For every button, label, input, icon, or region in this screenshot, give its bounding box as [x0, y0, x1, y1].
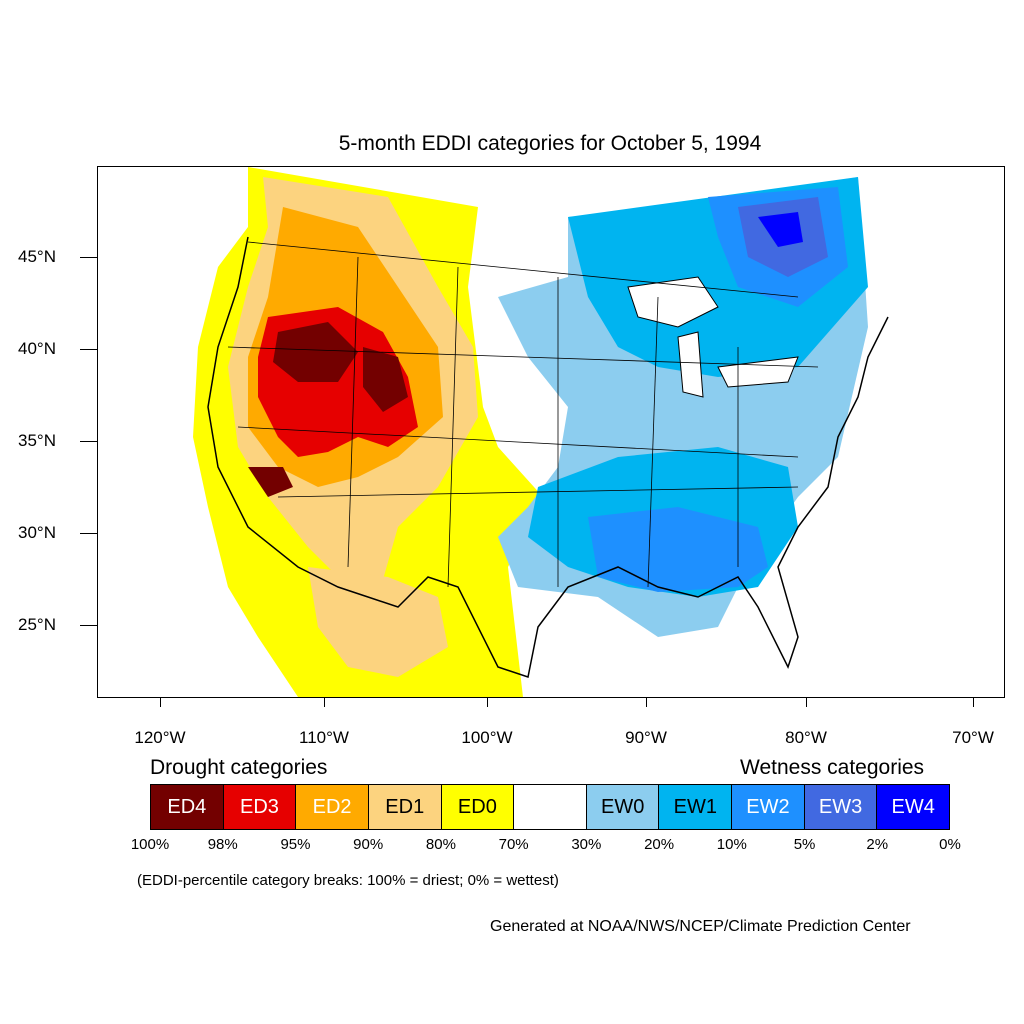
wet-region-ew2: [588, 187, 848, 592]
legend-cell-ew2: EW2: [732, 785, 805, 829]
lon-tick: [806, 697, 807, 707]
legend-cell-ed4: ED4: [151, 785, 224, 829]
lat-label: 35°N: [18, 431, 56, 450]
legend-cell-ed0: ED0: [441, 785, 515, 829]
credit-line: Generated at NOAA/NWS/NCEP/Climate Predi…: [490, 918, 911, 935]
great-lakes: [627, 276, 799, 398]
drought-region-ed4-b: [363, 347, 408, 412]
percent-break-label: 70%: [498, 836, 529, 853]
lon-label: 90°W: [625, 728, 667, 747]
lat-label: 25°N: [18, 615, 56, 634]
lat-tick: [80, 533, 97, 534]
lon-label: 100°W: [461, 728, 513, 747]
lon-tick: [160, 697, 161, 707]
wetness-heading: Wetness categories: [740, 756, 925, 779]
percent-break-label: 95%: [280, 836, 311, 853]
percent-break-label: 30%: [571, 836, 602, 853]
percent-break-label: 100%: [130, 836, 170, 853]
percent-break-label: 98%: [207, 836, 238, 853]
lat-tick: [80, 349, 97, 350]
lat-tick: [80, 441, 97, 442]
percent-break-label: 2%: [866, 836, 889, 853]
lat-label: 40°N: [18, 339, 56, 358]
map-title: 5-month EDDI categories for October 5, 1…: [338, 132, 762, 155]
legend-cell-ew1: EW1: [659, 785, 733, 829]
drought-heading: Drought categories: [150, 756, 328, 779]
legend-cell-ew0: EW0: [586, 785, 660, 829]
percent-break-label: 90%: [353, 836, 384, 853]
percent-break-label: 20%: [644, 836, 675, 853]
percent-break-label: 5%: [793, 836, 816, 853]
eddi-map: [193, 167, 889, 697]
legend-cell-ed2: ED2: [296, 785, 369, 829]
legend-cell-ew4: EW4: [877, 785, 950, 829]
lat-label: 30°N: [18, 523, 56, 542]
lat-tick: [80, 625, 97, 626]
state-boundaries: [227, 241, 819, 588]
legend-cell-ew3: EW3: [804, 785, 878, 829]
map-frame: [97, 166, 1005, 698]
percent-break-label: 10%: [716, 836, 747, 853]
lon-tick: [646, 697, 647, 707]
lon-label: 110°W: [299, 728, 349, 747]
lon-label: 120°W: [134, 728, 186, 747]
us-outline: [207, 236, 889, 678]
legend-cell-neutral: [514, 785, 587, 829]
drought-region-ed1-south: [308, 567, 448, 677]
drought-region-ed4-c: [248, 467, 293, 497]
lat-label: 45°N: [18, 247, 56, 266]
lat-tick: [80, 257, 97, 258]
lon-tick: [324, 697, 325, 707]
wet-region-ew4: [758, 212, 803, 247]
lon-label: 80°W: [785, 728, 827, 747]
lon-label: 70°W: [952, 728, 994, 747]
drought-region-ed4-a: [273, 322, 358, 382]
lon-tick: [487, 697, 488, 707]
category-note: (EDDI-percentile category breaks: 100% =…: [137, 872, 559, 889]
lon-tick: [973, 697, 974, 707]
legend-cell-ed3: ED3: [223, 785, 297, 829]
legend-cell-ed1: ED1: [368, 785, 442, 829]
legend-colorbar: ED4 ED3 ED2 ED1 ED0 EW0 EW1 EW2 EW3 EW4: [150, 784, 950, 830]
percent-break-label: 0%: [939, 836, 961, 853]
percent-break-label: 80%: [425, 836, 456, 853]
